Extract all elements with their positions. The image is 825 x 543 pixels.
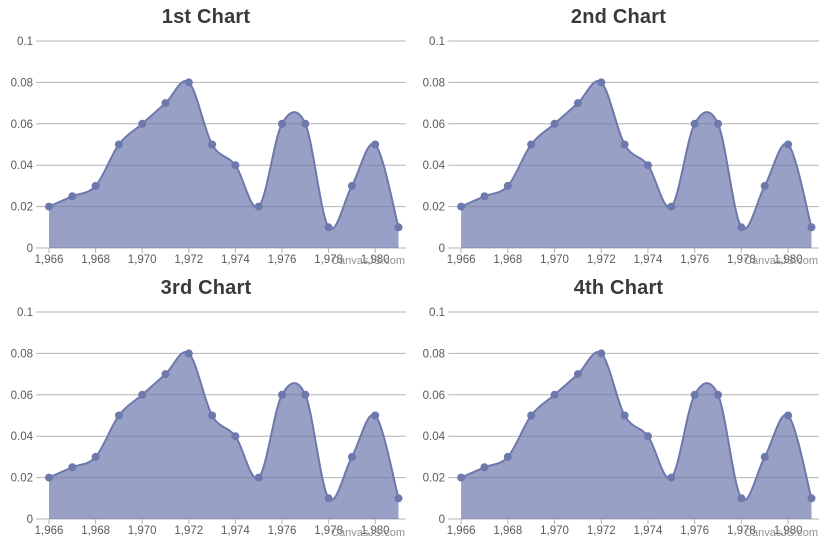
- svg-text:1,972: 1,972: [587, 525, 616, 537]
- svg-text:0.06: 0.06: [11, 390, 33, 402]
- chart-title-1: 1st Chart: [161, 6, 251, 28]
- area-chart-4: 0 0.02 0.04 0.06 0.08 0.1 1,966 1,968 1,970 1,972…: [423, 307, 819, 537]
- svg-text:1,976: 1,976: [680, 525, 709, 537]
- svg-text:0.02: 0.02: [11, 202, 33, 214]
- canvasjs-watermark-link[interactable]: CanvasJS.com: [331, 255, 405, 267]
- svg-text:0: 0: [27, 243, 33, 255]
- svg-text:0.08: 0.08: [11, 348, 33, 360]
- svg-text:1,968: 1,968: [493, 525, 522, 537]
- svg-text:0.04: 0.04: [423, 160, 446, 172]
- svg-text:1,966: 1,966: [35, 525, 64, 537]
- chart-title-2: 2nd Chart: [570, 6, 667, 28]
- svg-text:0: 0: [27, 514, 33, 526]
- svg-text:0.02: 0.02: [11, 473, 33, 485]
- svg-text:0.1: 0.1: [17, 307, 33, 319]
- svg-text:0.06: 0.06: [423, 390, 445, 402]
- svg-text:0.1: 0.1: [429, 36, 445, 48]
- svg-text:0.08: 0.08: [423, 348, 445, 360]
- svg-text:1,972: 1,972: [174, 525, 203, 537]
- area-chart-2: 0 0.02 0.04 0.06 0.08 0.1 1,966 1,968 1,970 1,972…: [423, 36, 819, 266]
- svg-text:0: 0: [439, 243, 445, 255]
- chart-title-3: 3rd Chart: [160, 277, 252, 299]
- svg-text:1,972: 1,972: [587, 254, 616, 266]
- canvasjs-watermark-link[interactable]: CanvasJS.com: [331, 527, 405, 539]
- area-chart-3: 0 0.02 0.04 0.06 0.08 0.1 1,966 1,968 1,970 1,972…: [11, 307, 406, 537]
- svg-text:1,974: 1,974: [221, 254, 250, 266]
- svg-text:1,980: 1,980: [361, 254, 390, 266]
- svg-text:1,972: 1,972: [174, 254, 203, 266]
- chart-panel-4: 4th Chart 0 0.02 0.04 0.06 0.08 0.1 1,966 1,968…: [412, 271, 825, 543]
- svg-text:1,968: 1,968: [81, 254, 110, 266]
- svg-text:1,966: 1,966: [447, 525, 476, 537]
- svg-text:1,966: 1,966: [35, 254, 64, 266]
- area-chart-1: 0 0.02 0.04 0.06 0.08 0.1 1,966 1,968 1,970 1,972…: [11, 36, 406, 266]
- svg-text:1,978: 1,978: [727, 254, 756, 266]
- svg-text:0.02: 0.02: [423, 473, 445, 485]
- svg-text:1,976: 1,976: [268, 525, 297, 537]
- chart-panel-3: 3rd Chart 0 0.02 0.04 0.06 0.08 0.1 1,966 1,968…: [0, 271, 412, 543]
- svg-text:1,978: 1,978: [314, 525, 343, 537]
- svg-text:1,970: 1,970: [128, 525, 157, 537]
- svg-text:1,974: 1,974: [634, 254, 663, 266]
- svg-text:0.04: 0.04: [423, 431, 446, 443]
- svg-text:1,978: 1,978: [727, 525, 756, 537]
- svg-text:0.06: 0.06: [11, 119, 33, 131]
- svg-text:1,970: 1,970: [128, 254, 157, 266]
- svg-text:0.04: 0.04: [11, 160, 34, 172]
- svg-text:1,970: 1,970: [540, 254, 569, 266]
- svg-text:0: 0: [439, 514, 445, 526]
- svg-text:0.08: 0.08: [11, 77, 33, 89]
- svg-text:0.1: 0.1: [17, 36, 33, 48]
- svg-text:1,978: 1,978: [314, 254, 343, 266]
- svg-text:1,976: 1,976: [680, 254, 709, 266]
- svg-text:1,974: 1,974: [634, 525, 663, 537]
- svg-text:1,968: 1,968: [81, 525, 110, 537]
- svg-text:0.02: 0.02: [423, 202, 445, 214]
- svg-text:0.1: 0.1: [429, 307, 445, 319]
- svg-text:0.04: 0.04: [11, 431, 34, 443]
- chart-panel-2: 2nd Chart 0 0.02 0.04 0.06 0.08 0.1 1,966 1,968…: [412, 0, 825, 271]
- svg-text:0.06: 0.06: [423, 119, 445, 131]
- svg-text:1,968: 1,968: [493, 254, 522, 266]
- svg-text:1,966: 1,966: [447, 254, 476, 266]
- chart-title-4: 4th Chart: [573, 277, 664, 299]
- canvasjs-watermark-link[interactable]: CanvasJS.com: [744, 527, 818, 539]
- svg-text:1,974: 1,974: [221, 525, 250, 537]
- svg-text:1,980: 1,980: [361, 525, 390, 537]
- svg-text:1,980: 1,980: [774, 254, 803, 266]
- canvasjs-watermark-link[interactable]: CanvasJS.com: [744, 255, 818, 267]
- svg-text:1,980: 1,980: [774, 525, 803, 537]
- svg-text:1,970: 1,970: [540, 525, 569, 537]
- chart-panel-1: 1st Chart 0 0.02 0.04 0.06 0.08 0.1 1,966 1,968…: [0, 0, 412, 271]
- svg-text:0.08: 0.08: [423, 77, 445, 89]
- svg-text:1,976: 1,976: [268, 254, 297, 266]
